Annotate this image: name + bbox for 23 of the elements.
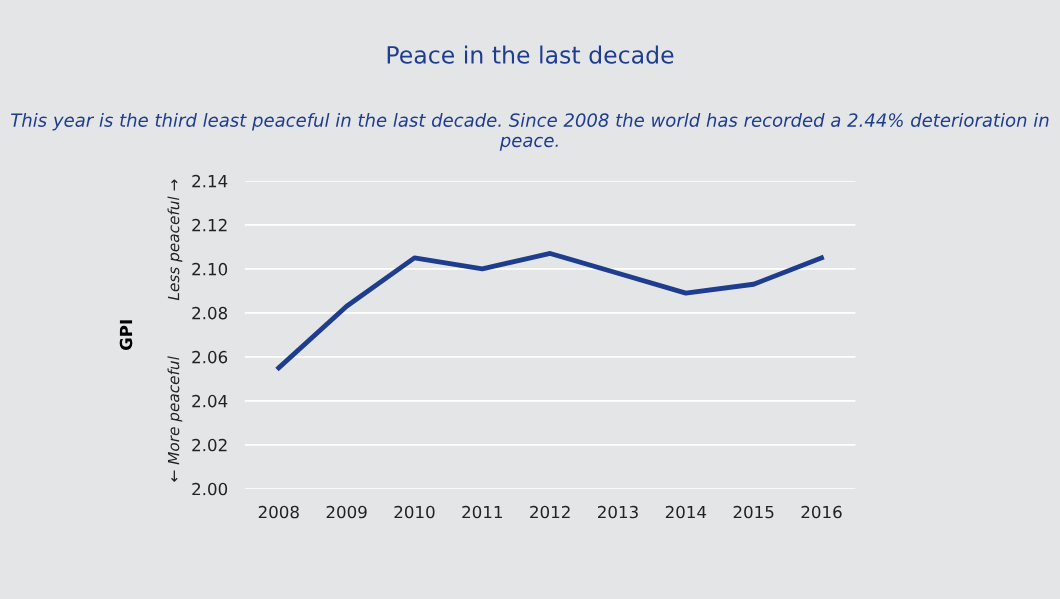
- x-tick-label: 2014: [665, 505, 707, 519]
- y-tick-label: 2.14: [192, 174, 228, 188]
- text: ← More peaceful: [167, 356, 183, 482]
- x-tick-label: 2016: [801, 505, 842, 519]
- line-series: [276, 251, 824, 371]
- chart-title: Peace in the last decade: [387, 45, 674, 64]
- y-tick-label: 2.06: [192, 350, 228, 364]
- y-tick-label: 2.02: [192, 438, 227, 452]
- chart-subtitle: This year is the third least peaceful in the last decade. Since 2008 the world has recorded a 2.44% deterioration in peace.: [11, 112, 1049, 151]
- y-tick-label: 2.00: [192, 482, 228, 496]
- x-tick-label: 2008: [258, 505, 299, 519]
- x-tick-label: 2015: [733, 505, 774, 519]
- y-axis-title: GPI: [119, 320, 133, 351]
- y-tick-label: 2.12: [192, 218, 227, 232]
- y-tick-label: 2.04: [192, 394, 228, 408]
- y-tick-label: 2.10: [192, 262, 228, 276]
- x-tick-label: 2012: [530, 505, 570, 519]
- x-tick-label: 2010: [394, 505, 435, 519]
- x-tick-label: 2011: [462, 505, 502, 519]
- x-tick-label: 2009: [326, 505, 367, 519]
- text: Less peaceful →: [167, 179, 183, 301]
- y-tick-label: 2.08: [192, 306, 228, 320]
- x-tick-label: 2013: [597, 505, 638, 519]
